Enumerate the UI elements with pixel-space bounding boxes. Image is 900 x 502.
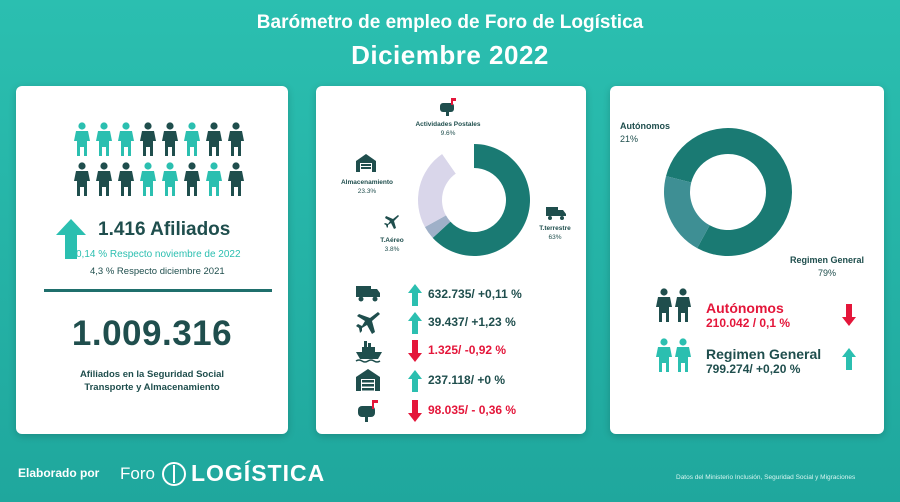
- source-note: Datos del Ministerio Inclusión, Segurida…: [676, 474, 856, 481]
- regimen-segment: [664, 176, 710, 249]
- arrow-up-icon: [408, 284, 422, 306]
- arrow-down-icon: [842, 304, 856, 331]
- sector-row: 237.118/ +0 %: [354, 368, 505, 394]
- sector-value: 1.325/ -0,92 %: [428, 343, 507, 357]
- afiliados-vs-year: 4,3 % Respecto diciembre 2021: [90, 266, 225, 277]
- person-icon: [74, 162, 90, 196]
- sector-segment: [424, 215, 451, 238]
- afiliados-vs-month: 0,14 % Respecto noviembre de 2022: [76, 249, 241, 260]
- person-icon: [96, 162, 112, 196]
- person-icon: [162, 162, 178, 196]
- brand-logistica: LOGÍSTICA: [190, 460, 326, 486]
- person-icon: [228, 162, 244, 196]
- mailbox-icon: [438, 98, 458, 121]
- label-name: Regimen General: [790, 255, 865, 265]
- regimen-general-block: Regimen General 799.274/ +0,20 %: [706, 346, 821, 376]
- truck-icon: [546, 206, 566, 225]
- page-title: Barómetro de empleo de Foro de Logística: [256, 12, 644, 33]
- brand-mark-icon: [161, 461, 186, 486]
- label-pct: 23.3%: [357, 188, 377, 195]
- airplane-icon: [356, 312, 380, 334]
- arrow-down-icon: [408, 400, 422, 422]
- people-grid: [72, 122, 252, 202]
- arrow-up-icon: [56, 219, 86, 264]
- person-icon: [118, 162, 134, 196]
- label-pct: 63%: [548, 234, 562, 241]
- arrow-up-icon: [842, 348, 856, 375]
- brand-foro: Foro: [120, 463, 155, 483]
- sector-row: 632.735/ +0,11 %: [354, 282, 522, 308]
- label-autonomos: Autónomos 21%: [620, 120, 670, 146]
- afiliados-panel: 1.416 Afiliados 0,14 % Respecto noviembr…: [16, 86, 288, 434]
- sector-segment: [442, 144, 474, 174]
- arrow-up-icon: [408, 370, 422, 392]
- label-name: Actividades Postales: [415, 121, 481, 128]
- total-caption-line: Afiliados en la Seguridad Social: [79, 369, 225, 380]
- sector-value: 98.035/ - 0,36 %: [428, 403, 517, 417]
- label-name: T.terrestre: [539, 225, 571, 232]
- afiliados-value: 1.416 Afiliados: [98, 219, 231, 240]
- divider: [44, 289, 272, 292]
- people-row: [72, 122, 252, 156]
- person-icon: [74, 122, 90, 156]
- person-icon: [206, 122, 222, 156]
- person-icon: [96, 122, 112, 156]
- ship-icon: [355, 341, 382, 363]
- mailbox-icon: [358, 400, 378, 422]
- label-pct: 21%: [620, 134, 639, 144]
- person-icon: [118, 122, 134, 156]
- page-subtitle: Diciembre 2022: [351, 40, 549, 70]
- person-icon: [140, 122, 156, 156]
- sectores-panel: Actividades Postales 9.6% Almacenamiento…: [316, 86, 586, 434]
- label-name: Almacenamiento: [340, 179, 394, 186]
- regimen-panel: Autónomos 21% Regimen General 79% Autóno…: [610, 86, 884, 434]
- elaborado-por-label: Elaborado por: [18, 466, 100, 480]
- label-t-aereo: T.Aéreo 3.8%: [374, 236, 410, 254]
- label-name: T.Aéreo: [380, 237, 404, 244]
- truck-icon: [356, 286, 380, 302]
- regimen-segment: [666, 128, 792, 256]
- sector-segment: [432, 144, 530, 256]
- arrow-down-icon: [408, 340, 422, 362]
- person-icon: [162, 122, 178, 156]
- total-caption-line: Transporte y Almacenamiento: [84, 382, 220, 393]
- sector-row: 39.437/ +1,23 %: [354, 310, 516, 336]
- sector-row: 98.035/ - 0,36 %: [354, 398, 516, 424]
- label-pct: 3.8%: [384, 246, 400, 253]
- brand-logo: Foro LOGÍSTICA: [120, 460, 325, 487]
- sector-value: 237.118/ +0 %: [428, 373, 506, 387]
- warehouse-icon: [356, 369, 380, 391]
- people-row: [72, 162, 252, 196]
- couple-icon: [656, 338, 694, 377]
- sector-segment: [418, 153, 456, 227]
- person-icon: [206, 162, 222, 196]
- airplane-icon: [384, 214, 400, 235]
- regimen-general-name: Regimen General: [706, 346, 822, 362]
- label-regimen-general: Regimen General 79%: [790, 254, 864, 280]
- warehouse-icon: [356, 154, 376, 177]
- sector-row: 1.325/ -0,92 %: [354, 338, 506, 364]
- label-actividades-postales: Actividades Postales 9.6%: [408, 120, 488, 138]
- total-caption: Afiliados en la Seguridad Social Transpo…: [16, 368, 288, 394]
- couple-icon: [656, 288, 694, 327]
- sector-value: 39.437/ +1,23 %: [428, 315, 516, 329]
- label-name: Autónomos: [620, 121, 670, 131]
- regimen-donut-chart: [664, 128, 792, 256]
- person-icon: [184, 162, 200, 196]
- autonomos-name: Autónomos: [706, 300, 784, 316]
- label-pct: 79%: [818, 268, 837, 278]
- person-icon: [184, 122, 200, 156]
- autonomos-block: Autónomos 210.042 / 0,1 %: [706, 300, 790, 330]
- sector-value: 632.735/ +0,11 %: [428, 287, 522, 301]
- arrow-up-icon: [408, 312, 422, 334]
- autonomos-value: 210.042 / 0,1 %: [706, 316, 791, 330]
- total-afiliados: 1.009.316: [71, 314, 233, 353]
- label-t-terrestre: T.terrestre 63%: [530, 224, 580, 242]
- person-icon: [140, 162, 156, 196]
- regimen-general-value: 799.274/ +0,20 %: [706, 362, 801, 376]
- label-almacenamiento: Almacenamiento 23.3%: [328, 178, 406, 196]
- person-icon: [228, 122, 244, 156]
- sectores-donut-chart: [418, 144, 530, 256]
- label-pct: 9.6%: [440, 130, 456, 137]
